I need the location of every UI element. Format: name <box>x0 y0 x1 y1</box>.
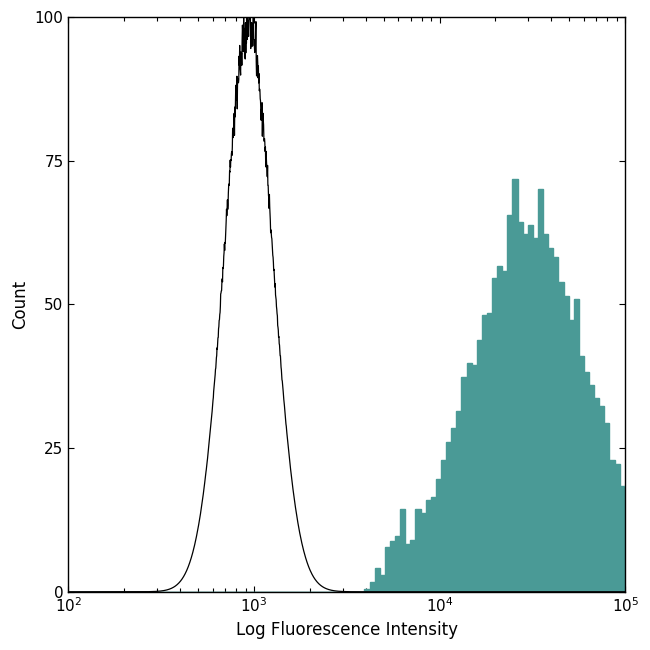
Polygon shape <box>68 179 650 592</box>
Y-axis label: Count: Count <box>11 280 29 329</box>
X-axis label: Log Fluorescence Intensity: Log Fluorescence Intensity <box>236 621 458 639</box>
